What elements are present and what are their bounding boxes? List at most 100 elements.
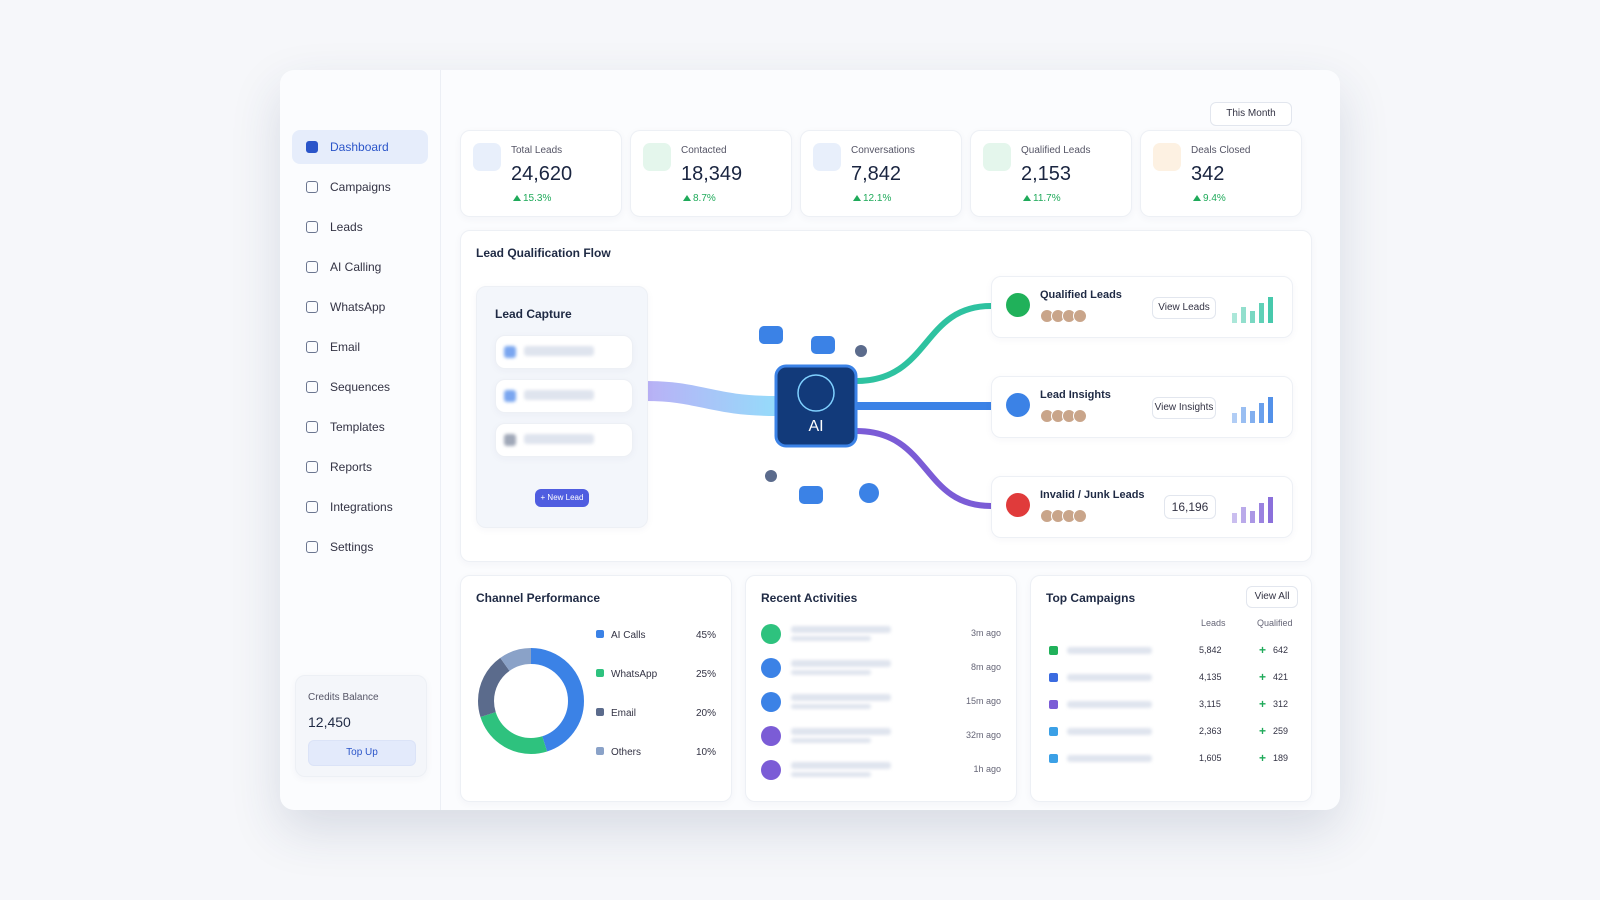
credits-box: Credits Balance 12,450 Top Up [295,675,427,777]
chat-bubble [759,326,783,344]
nav-icon [306,461,318,473]
campaign-leads: 1,605 [1199,753,1222,763]
legend-swatch [596,669,604,677]
campaign-swatch [1049,700,1058,709]
legend-value: 25% [696,669,716,680]
activity-icon [761,726,781,746]
campaign-qualified: 421 [1273,672,1289,682]
sidebar: Credits Balance 12,450 Top Up Dashboard C… [280,70,441,810]
period-filter[interactable]: This Month [1210,102,1292,126]
output-icon [1006,293,1030,317]
activity-text [791,694,891,701]
new-lead-button[interactable]: + New Lead [535,489,589,507]
nav-icon [306,221,318,233]
nav-item[interactable]: Dashboard [292,130,428,164]
column-header: Leads [1201,618,1226,628]
nav-item[interactable]: AI Calling [292,250,428,284]
dashboard: Credits Balance 12,450 Top Up Dashboard C… [280,70,1340,810]
legend-value: 20% [696,708,716,719]
channel-title: Channel Performance [476,591,601,605]
plus-icon: + [1259,643,1267,657]
stat-icon [983,143,1011,171]
nav-item[interactable]: Sequences [292,370,428,404]
nav-icon [306,541,318,553]
column-header: Qualified [1257,618,1293,628]
avatar [1073,509,1087,523]
mini-bar [1232,313,1237,323]
stat-card: Deals Closed 342 9.4% [1140,130,1302,217]
channel-panel: Channel Performance AI Calls 45% WhatsApp 2… [460,575,732,802]
output-button[interactable]: View Leads [1152,297,1216,319]
activities-panel: Recent Activities 3m ago 8m ago 15m ago 32m… [745,575,1017,802]
campaign-name [1067,728,1152,735]
mini-bar [1250,511,1255,523]
flow-diagram: AI [645,303,992,509]
legend-label: WhatsApp [611,669,658,680]
legend-swatch [596,708,604,716]
output-title: Lead Insights [1040,389,1111,401]
activity-text [791,660,891,667]
campaign-leads: 5,842 [1199,645,1222,655]
flow-output: Invalid / Junk Leads 16,196 [991,476,1293,538]
nav-item[interactable]: WhatsApp [292,290,428,324]
up-arrow [853,195,861,201]
campaign-name [1067,701,1152,708]
nav-item[interactable]: Email [292,330,428,364]
nav-icon [306,501,318,513]
activity-subtext [791,772,871,777]
stat-label: Qualified Leads [1021,145,1091,156]
ai-brain [797,374,835,412]
lead-item [495,379,633,413]
legend-value: 45% [696,630,716,641]
flow-title: Lead Qualification Flow [476,246,611,260]
ai-label: AI [808,418,823,435]
stat-card: Qualified Leads 2,153 11.7% [970,130,1132,217]
output-button[interactable]: View Insights [1152,397,1216,419]
mini-bar [1259,503,1264,523]
activity-subtext [791,670,871,675]
up-arrow [1023,195,1031,201]
stat-card: Conversations 7,842 12.1% [800,130,962,217]
output-title: Qualified Leads [1040,289,1122,301]
nav-item[interactable]: Settings [292,530,428,564]
stat-label: Contacted [681,145,727,156]
campaign-name [1067,674,1152,681]
stat-value: 7,842 [851,163,902,185]
gear-icon [765,470,777,482]
nav-item[interactable]: Leads [292,210,428,244]
activity-time: 15m ago [965,696,1001,706]
mini-bar [1250,311,1255,323]
stat-change: 12.1% [863,193,892,204]
nav-icon [306,341,318,353]
output-icon [1006,493,1030,517]
stat-icon [813,143,841,171]
qualified-connector [855,303,992,384]
top-up-button[interactable]: Top Up [308,740,416,766]
nav-item[interactable]: Campaigns [292,170,428,204]
campaigns-panel: Top Campaigns View All Leads Qualified 5… [1030,575,1312,802]
output-icon [1006,393,1030,417]
stat-change: 15.3% [523,193,552,204]
campaign-swatch [1049,754,1058,763]
stat-value: 24,620 [511,163,573,185]
nav-item[interactable]: Templates [292,410,428,444]
view-all-button[interactable]: View All [1246,586,1298,608]
lead-capture: Lead Capture + New Lead [476,286,648,528]
plus-icon: + [1259,697,1267,711]
nav-item[interactable]: Reports [292,450,428,484]
campaign-qualified: 189 [1273,753,1289,763]
legend-label: Others [611,747,641,758]
flow-output: Lead Insights View Insights [991,376,1293,438]
activity-icon [761,692,781,712]
stat-label: Conversations [851,145,915,156]
activity-icon [761,624,781,644]
stat-icon [1153,143,1181,171]
nav-item[interactable]: Integrations [292,490,428,524]
up-arrow [1193,195,1201,201]
stat-value: 2,153 [1021,163,1072,185]
donut-chart: AI Calls 45% WhatsApp 25% Email 20% Others 10% [478,630,716,758]
activity-subtext [791,738,871,743]
stat-card: Total Leads 24,620 15.3% [460,130,622,217]
lead-item [495,335,633,369]
